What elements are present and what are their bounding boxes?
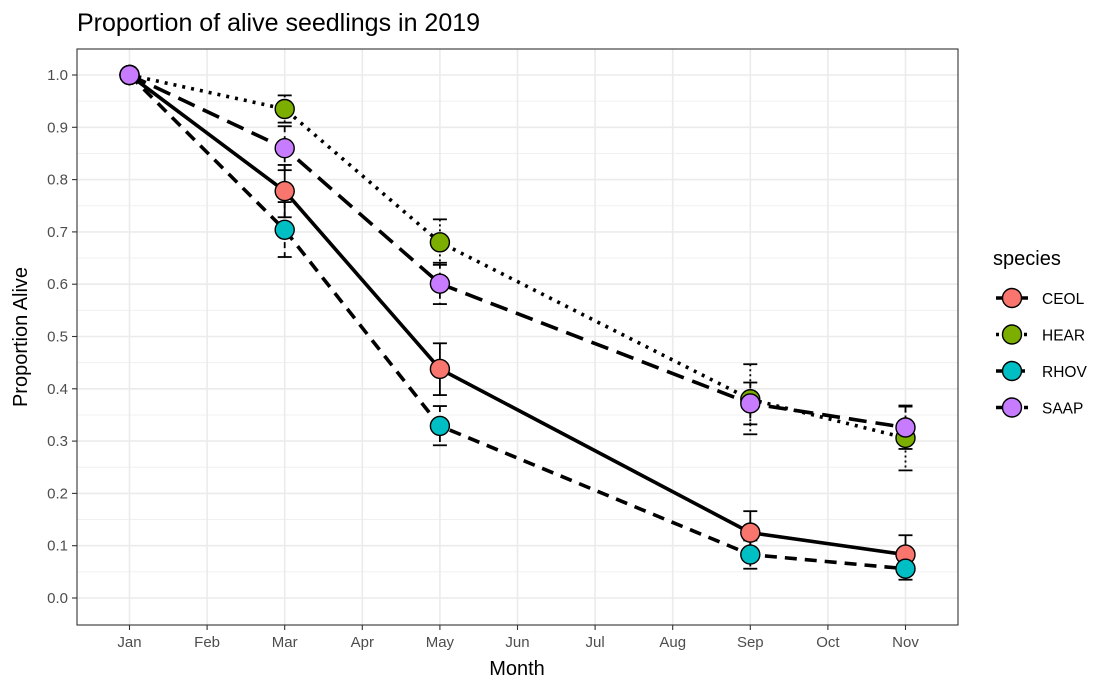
x-axis: Jan Feb Mar Apr May Jun Jul Aug Sep Oct Nov (117, 625, 919, 651)
legend-key-point (1001, 360, 1023, 382)
x-tick-label: Feb (194, 634, 220, 651)
x-tick-label: Jul (586, 634, 605, 651)
y-axis-title: Proportion Alive (10, 267, 32, 407)
y-tick-label: 1.0 (47, 67, 68, 84)
legend-key-point (1001, 397, 1023, 418)
y-tick-label: 0.1 (47, 538, 68, 555)
legend-label-hear: HEAR (1042, 328, 1085, 345)
point-rhov (895, 558, 916, 579)
y-tick-label: 0.0 (47, 590, 68, 607)
point-saap (740, 393, 761, 414)
x-tick-label: Jun (505, 634, 529, 651)
x-tick-label: May (426, 634, 455, 651)
point-saap (119, 64, 140, 86)
y-tick-label: 0.7 (47, 224, 68, 241)
point-saap (895, 417, 916, 438)
legend: species CEOL HEAR RHOV SAAP (993, 248, 1087, 418)
legend-title: species (993, 248, 1061, 270)
legend-label-rhov: RHOV (1042, 364, 1087, 381)
x-tick-label: Jan (117, 634, 141, 651)
point-rhov (429, 415, 451, 437)
x-tick-label: Aug (659, 634, 686, 651)
y-tick-label: 0.6 (47, 276, 68, 293)
point-hear (429, 232, 451, 253)
point-ceol (740, 522, 761, 543)
legend-key-point (1001, 324, 1023, 345)
point-ceol (429, 358, 451, 380)
y-tick-label: 0.2 (47, 485, 68, 502)
y-tick-label: 0.8 (47, 172, 68, 189)
point-rhov (274, 219, 295, 241)
x-tick-label: Oct (816, 634, 840, 651)
legend-label-ceol: CEOL (1042, 291, 1085, 308)
y-tick-label: 0.3 (47, 433, 68, 450)
point-saap (274, 138, 295, 159)
series-line-saap (128, 73, 906, 430)
y-tick-label: 0.5 (47, 329, 68, 346)
legend-key-point (1001, 287, 1023, 309)
x-axis-title: Month (489, 658, 545, 680)
series-layer (119, 64, 916, 581)
point-hear (274, 98, 295, 120)
x-tick-label: Apr (351, 634, 374, 651)
point-rhov (740, 544, 761, 565)
y-axis: 0.0 0.1 0.2 0.3 0.4 0.5 0.6 0.7 0.8 0.9 1.0 (47, 67, 77, 607)
y-tick-label: 0.9 (47, 119, 68, 136)
x-tick-label: Mar (272, 634, 298, 651)
x-tick-label: Sep (737, 634, 764, 651)
grid (77, 49, 958, 625)
point-ceol (274, 180, 295, 202)
point-saap (429, 273, 451, 294)
x-tick-label: Nov (892, 634, 919, 651)
chart-title: Proportion of alive seedlings in 2019 (77, 9, 480, 37)
y-tick-label: 0.4 (47, 381, 68, 398)
legend-label-saap: SAAP (1042, 401, 1083, 418)
